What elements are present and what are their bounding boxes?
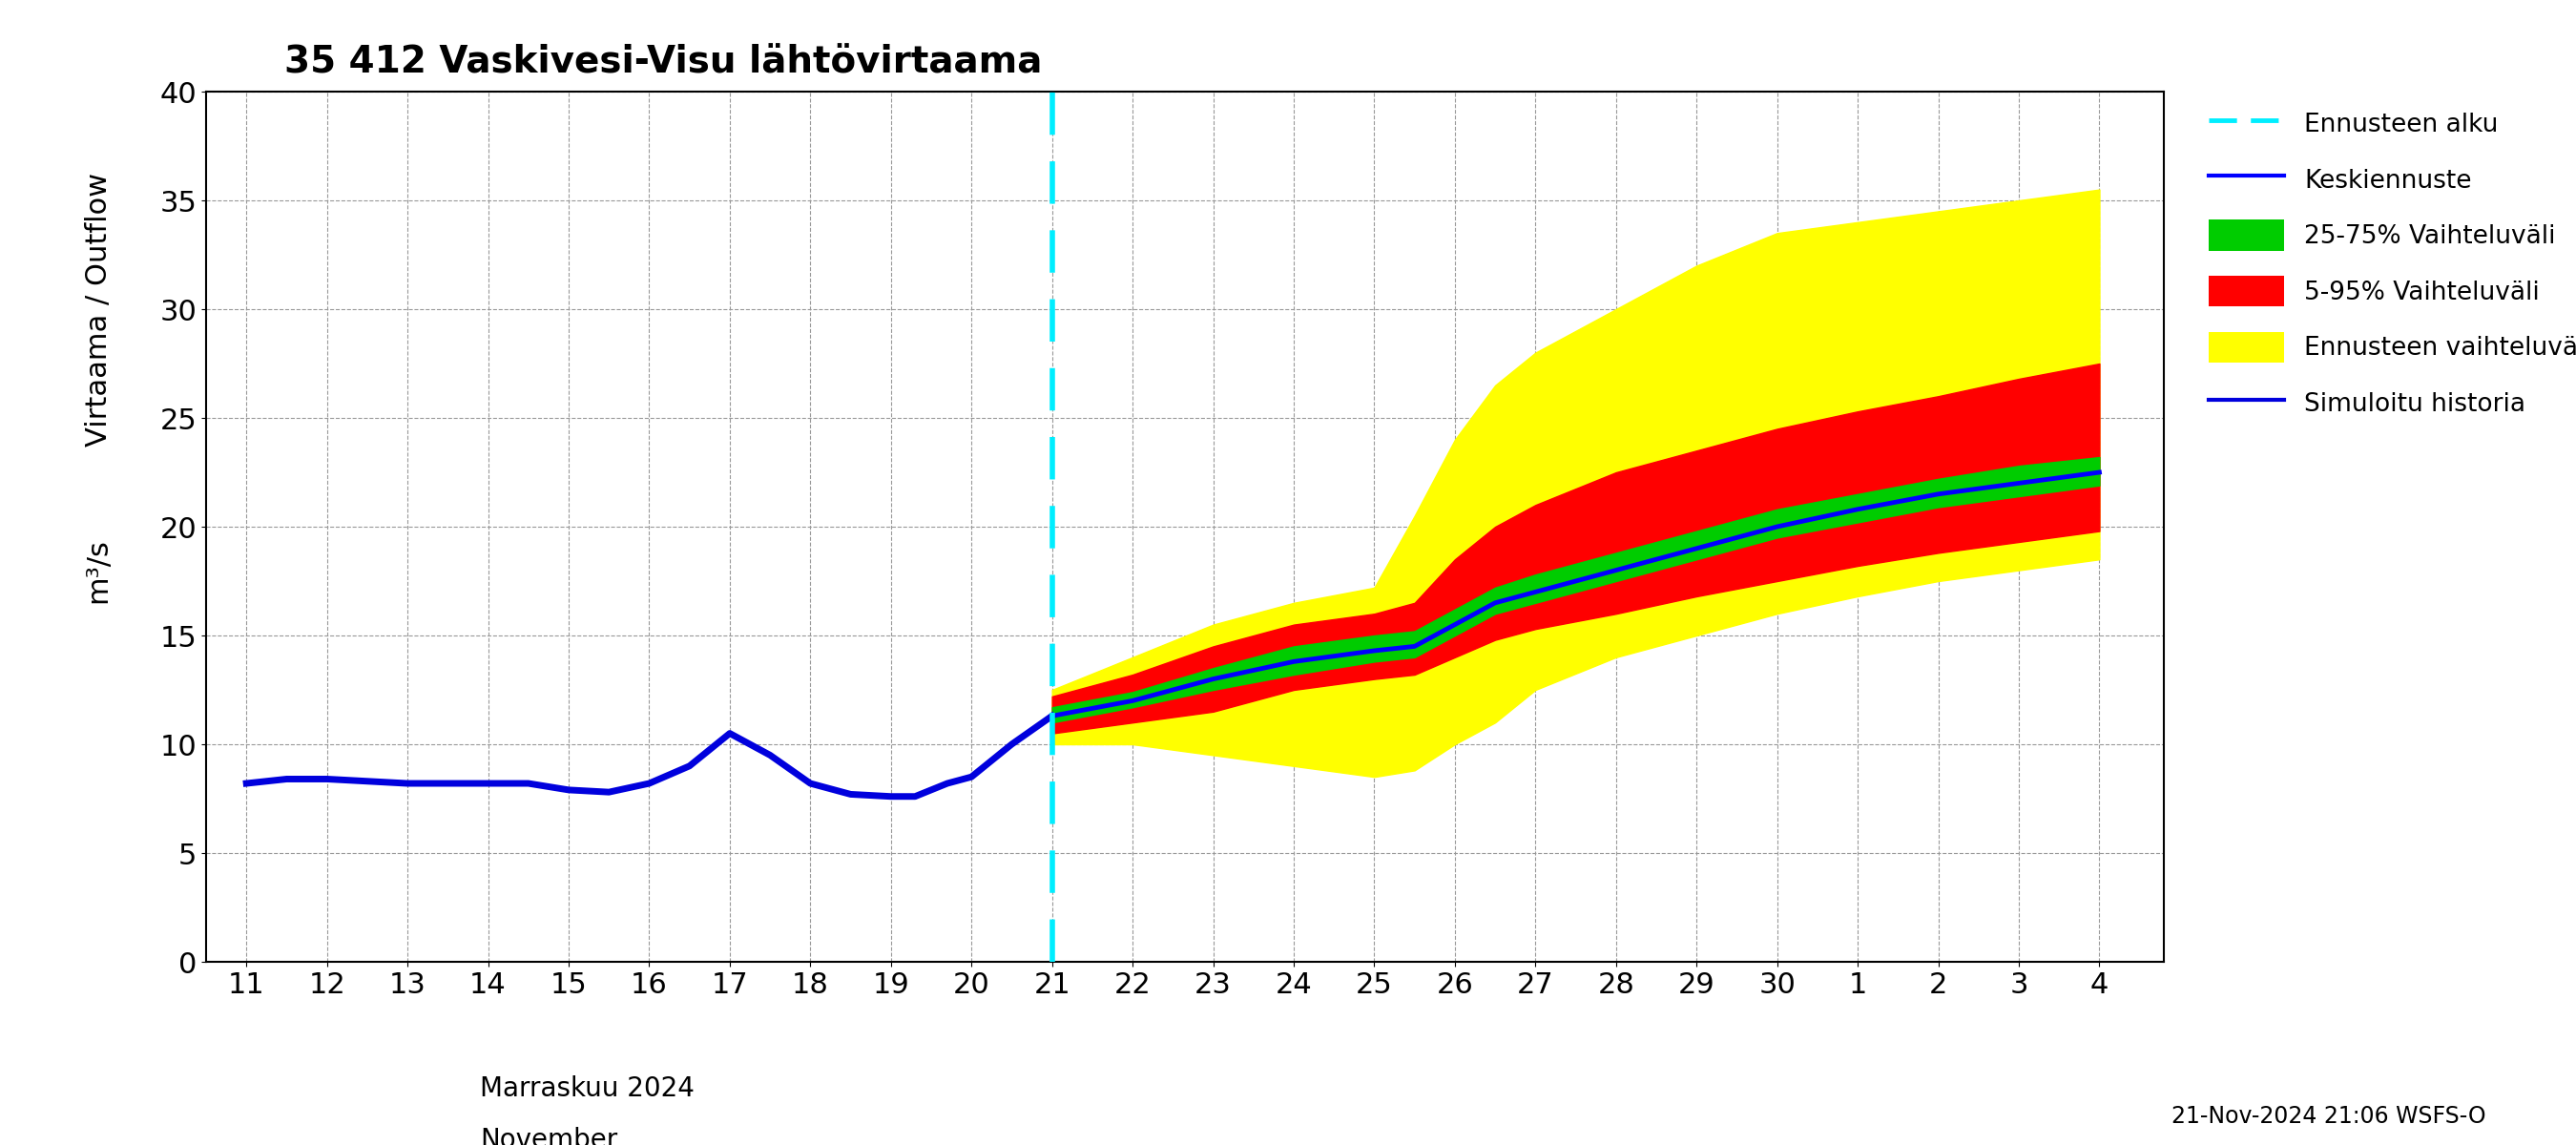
Text: 35 412 Vaskivesi-Visu lähtövirtaama: 35 412 Vaskivesi-Visu lähtövirtaama: [283, 45, 1043, 80]
Text: m³/s: m³/s: [85, 538, 113, 602]
Text: Virtaama / Outflow: Virtaama / Outflow: [85, 172, 113, 447]
Text: 21-Nov-2024 21:06 WSFS-O: 21-Nov-2024 21:06 WSFS-O: [2172, 1105, 2486, 1128]
Text: November: November: [479, 1127, 618, 1145]
Legend: Ennusteen alku, Keskiennuste, 25-75% Vaihteluväli, 5-95% Vaihteluväli, Ennusteen: Ennusteen alku, Keskiennuste, 25-75% Vai…: [2195, 95, 2576, 431]
Text: Marraskuu 2024: Marraskuu 2024: [479, 1075, 696, 1101]
